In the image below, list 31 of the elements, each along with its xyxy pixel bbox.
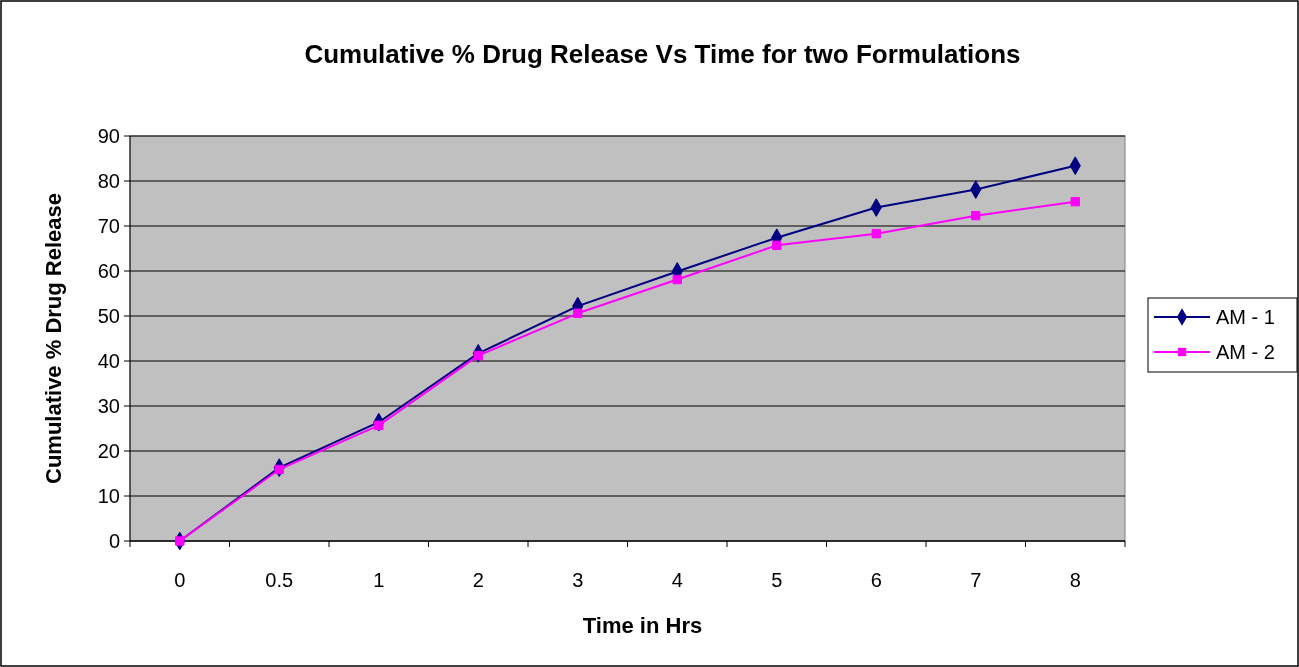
y-tick-label: 0	[108, 530, 120, 552]
y-tick-label: 90	[97, 125, 120, 147]
y-tick-label: 40	[97, 350, 120, 372]
x-tick-label: 3	[572, 569, 584, 591]
y-axis-title: Cumulative % Drug Release	[41, 193, 66, 484]
y-tick-label: 60	[97, 260, 120, 282]
x-tick-label: 4	[671, 569, 683, 591]
x-tick-label: 6	[870, 569, 882, 591]
chart-title: Cumulative % Drug Release Vs Time for two Formulations	[304, 39, 1021, 69]
legend-label: AM - 2	[1216, 341, 1275, 363]
point	[971, 210, 981, 221]
x-tick-label: 7	[970, 569, 982, 591]
x-tick-label: 1	[373, 569, 385, 591]
x-tick-label: 0	[174, 569, 186, 591]
point	[573, 308, 583, 318]
point	[871, 228, 881, 239]
y-tick-label: 10	[97, 485, 120, 507]
y-tick-label: 30	[97, 395, 120, 417]
x-tick-label: 0.5	[265, 569, 294, 591]
y-tick-label: 20	[97, 440, 120, 462]
y-tick-label: 70	[97, 215, 120, 237]
point	[672, 274, 682, 285]
point	[772, 240, 782, 251]
x-tick-label: 8	[1069, 569, 1081, 591]
x-axis-title: Time in Hrs	[582, 613, 703, 638]
x-tick-label: 5	[771, 569, 783, 591]
point	[1070, 197, 1080, 207]
x-tick-label: 2	[472, 569, 484, 591]
y-tick-label: 80	[97, 170, 120, 192]
legend-label: AM - 1	[1216, 306, 1275, 328]
y-tick-label: 50	[97, 305, 120, 327]
